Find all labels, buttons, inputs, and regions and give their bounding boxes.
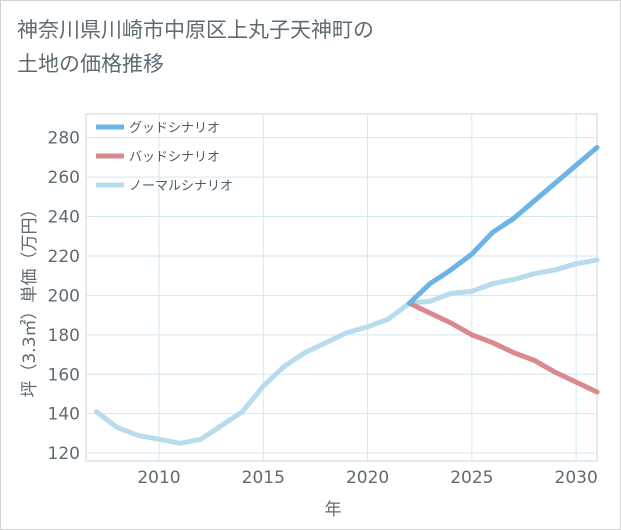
x-tick-label: 2010: [137, 468, 180, 488]
plot-area: [85, 113, 598, 462]
legend-label-good-scenario: グッドシナリオ: [129, 121, 220, 136]
grid: [86, 114, 597, 461]
chart-title: 神奈川県川崎市中原区上丸子天神町の 土地の価格推移: [17, 13, 374, 81]
legend-label-normal-scenario: ノーマルシナリオ: [129, 179, 233, 194]
y-tick-label: 240: [48, 208, 80, 228]
x-tick-label: 2015: [242, 468, 285, 488]
y-tick-label: 200: [48, 286, 80, 306]
x-axis-title: 年: [325, 500, 342, 520]
y-tick-label: 260: [48, 168, 80, 188]
series-lines: [93, 145, 600, 446]
chart-title-line-2: 土地の価格推移: [17, 52, 164, 76]
y-tick-label: 120: [48, 444, 80, 464]
y-axis-title: 坪（3.3㎡）単価（万円）: [20, 200, 40, 397]
y-axis-tick-labels: 120 140 160 180 200 220 240 260 280: [48, 129, 80, 464]
x-tick-label: 2025: [450, 468, 493, 488]
bad-scenario-line: [406, 300, 600, 395]
y-tick-label: 220: [48, 247, 80, 267]
x-tick-label: 2030: [555, 468, 598, 488]
normal-scenario-line: [93, 257, 600, 446]
x-tick-label: 2020: [346, 468, 389, 488]
y-tick-label: 180: [48, 326, 80, 346]
good-scenario-line: [406, 145, 600, 306]
x-axis-tick-labels: 2010 2015 2020 2025 2030: [137, 468, 597, 488]
y-tick-label: 160: [48, 365, 80, 385]
y-tick-label: 280: [48, 129, 80, 149]
y-tick-label: 140: [48, 405, 80, 425]
legend-label-bad-scenario: バッドシナリオ: [129, 150, 220, 165]
chart-title-line-1: 神奈川県川崎市中原区上丸子天神町の: [17, 18, 374, 42]
